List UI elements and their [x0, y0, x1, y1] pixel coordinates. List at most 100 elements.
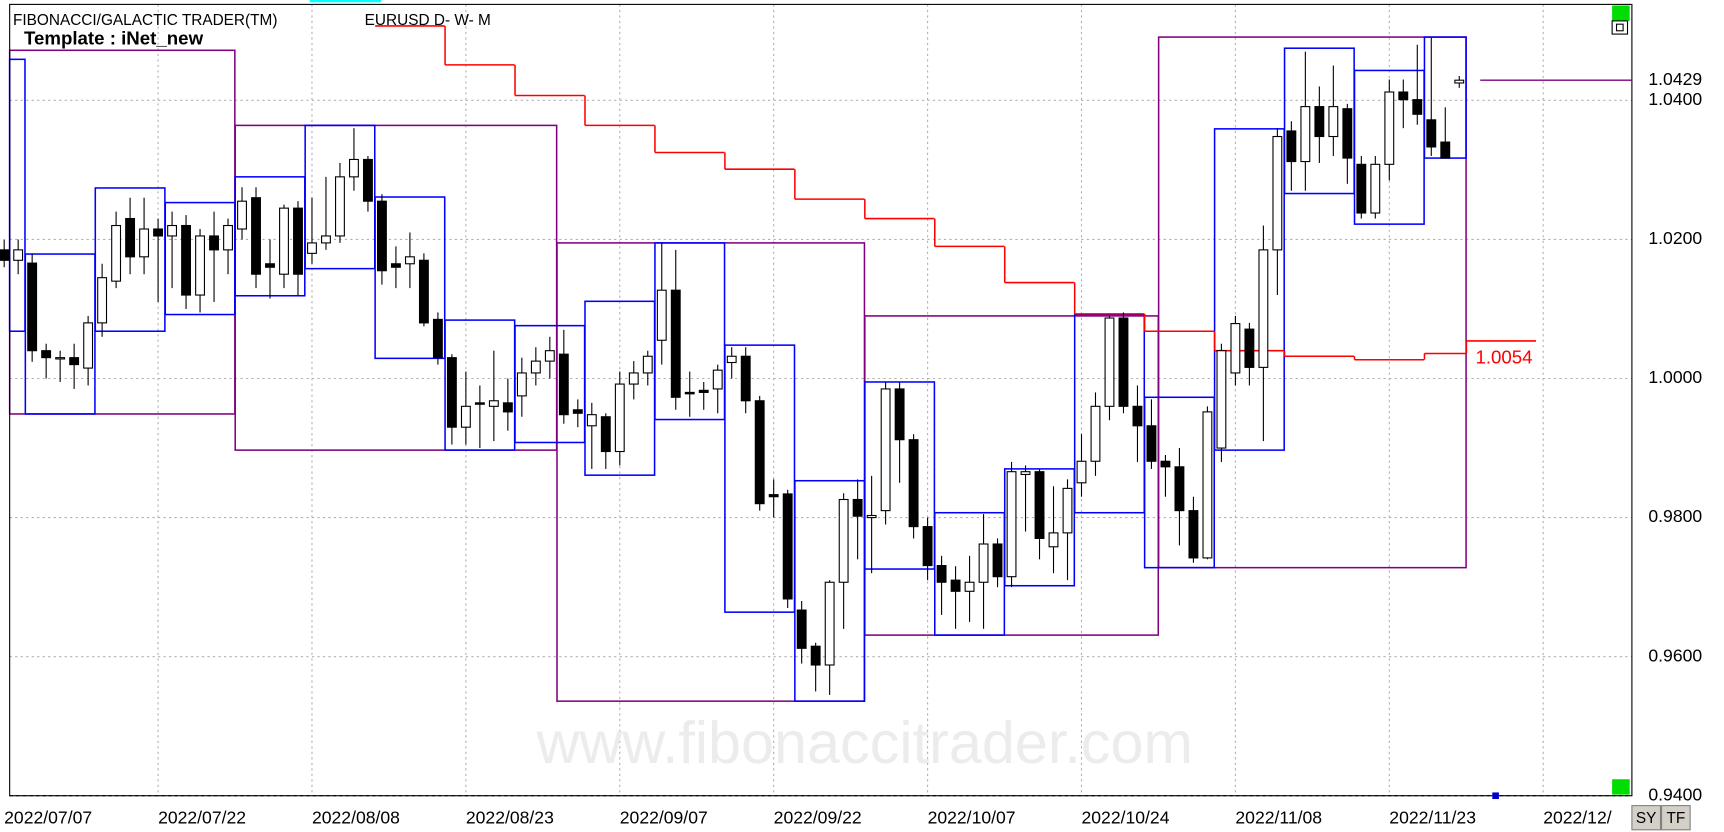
candle-body: [1202, 411, 1213, 559]
candle-body: [1258, 249, 1269, 368]
candle-body: [237, 200, 247, 230]
candle-body: [516, 372, 527, 397]
tf-button[interactable]: [1661, 805, 1691, 831]
candle-body: [1454, 79, 1465, 84]
x-tick-label: 2022/12/: [1543, 807, 1612, 827]
x-tick-label: 2022/08/23: [466, 807, 554, 827]
candle-body: [586, 414, 597, 427]
weekly-range-box: [1143, 396, 1216, 569]
candle-body: [460, 405, 471, 428]
candle-body: [782, 493, 793, 600]
monthly-range-box: [1157, 36, 1467, 569]
corner-button[interactable]: [1611, 20, 1629, 35]
candle-body: [181, 224, 192, 296]
candle-body: [866, 514, 877, 519]
candle-body: [1356, 163, 1367, 214]
candle-body: [418, 259, 429, 324]
candle-body: [349, 158, 359, 178]
weekly-range-box: [374, 196, 446, 360]
candle-body: [1384, 91, 1395, 165]
y-tick-label: 0.9400: [1648, 784, 1702, 804]
x-tick-label: 2022/08/08: [312, 807, 400, 827]
candle-body: [796, 609, 807, 649]
candle-body: [139, 228, 150, 258]
candle-body: [27, 262, 38, 352]
watermark: www.fibonaccitrader.com: [536, 709, 1193, 776]
candle-body: [321, 235, 331, 244]
candle-body: [908, 439, 919, 528]
candle-body: [0, 249, 10, 261]
weekly-range-box: [794, 479, 866, 702]
candle-body: [376, 200, 387, 272]
x-tick-label: 2022/10/24: [1081, 807, 1169, 827]
candle-body: [992, 543, 1003, 578]
candle-body: [558, 353, 569, 416]
candle-body: [1342, 108, 1353, 159]
candle-body: [153, 228, 164, 237]
candle-body: [432, 318, 443, 359]
plot-area: 1.0054: [0, 4, 1632, 797]
x-tick-label: 2022/07/22: [158, 807, 246, 827]
candle-body: [502, 402, 513, 413]
weekly-range-box: [654, 242, 726, 421]
candle-body: [838, 498, 849, 583]
app-title: FIBONACCI/GALACTIC TRADER(TM): [13, 12, 278, 29]
candle-body: [404, 256, 415, 265]
candle-body: [1412, 99, 1423, 115]
candle-body: [335, 176, 345, 237]
candle-body: [684, 391, 695, 395]
candle-body: [978, 543, 989, 583]
candle-body: [698, 389, 709, 393]
candle-body: [880, 388, 891, 512]
candle-body: [754, 400, 765, 505]
y-tick-label: 1.0000: [1648, 367, 1702, 387]
scroll-marker: [1492, 792, 1499, 800]
candle-body: [195, 235, 205, 296]
candle-body: [1174, 466, 1185, 512]
candle-body: [1272, 135, 1283, 251]
candle-body: [1090, 405, 1101, 462]
candle-body: [1006, 471, 1017, 578]
candle-body: [265, 263, 275, 268]
candle-body: [810, 645, 821, 666]
x-tick-label: 2022/11/08: [1235, 807, 1322, 827]
candle-body: [1440, 141, 1451, 159]
candle-body: [642, 355, 653, 374]
candle-body: [1048, 532, 1059, 548]
x-tick-label: 2022/07/07: [4, 807, 92, 827]
corner-marker: [1612, 5, 1630, 21]
candle-body: [894, 388, 905, 441]
candle-body: [544, 350, 555, 362]
candle-body: [1230, 323, 1241, 374]
corner-button-icon: [1615, 23, 1624, 32]
candle-body: [1244, 328, 1255, 368]
y-tick-label: 0.9600: [1648, 645, 1702, 665]
candle-body: [125, 218, 136, 258]
last-price-label: 1.0429: [1648, 69, 1702, 89]
candle-body: [530, 360, 541, 374]
candle-body: [13, 249, 24, 261]
corner-marker: [1612, 779, 1630, 795]
candle-body: [307, 242, 317, 254]
candle-body: [474, 402, 485, 405]
weekly-range-box: [1213, 128, 1285, 451]
candle-body: [712, 369, 723, 390]
candle-body: [936, 565, 947, 583]
candle-body: [768, 494, 779, 498]
weekly-range-box: [724, 344, 796, 613]
candle-body: [726, 355, 737, 364]
sy-button[interactable]: [1631, 805, 1662, 831]
sy-button-label: SY: [1636, 810, 1657, 827]
candle-body: [600, 416, 611, 453]
candle-body: [964, 581, 975, 592]
candle-body: [167, 224, 178, 237]
candle-body: [1216, 350, 1227, 449]
candle-body: [1300, 106, 1311, 163]
step-line-value: 1.0054: [1475, 346, 1532, 367]
y-tick-label: 1.0400: [1648, 89, 1702, 109]
candle-body: [1328, 106, 1339, 138]
candle-body: [446, 357, 457, 428]
candle-body: [83, 322, 94, 369]
